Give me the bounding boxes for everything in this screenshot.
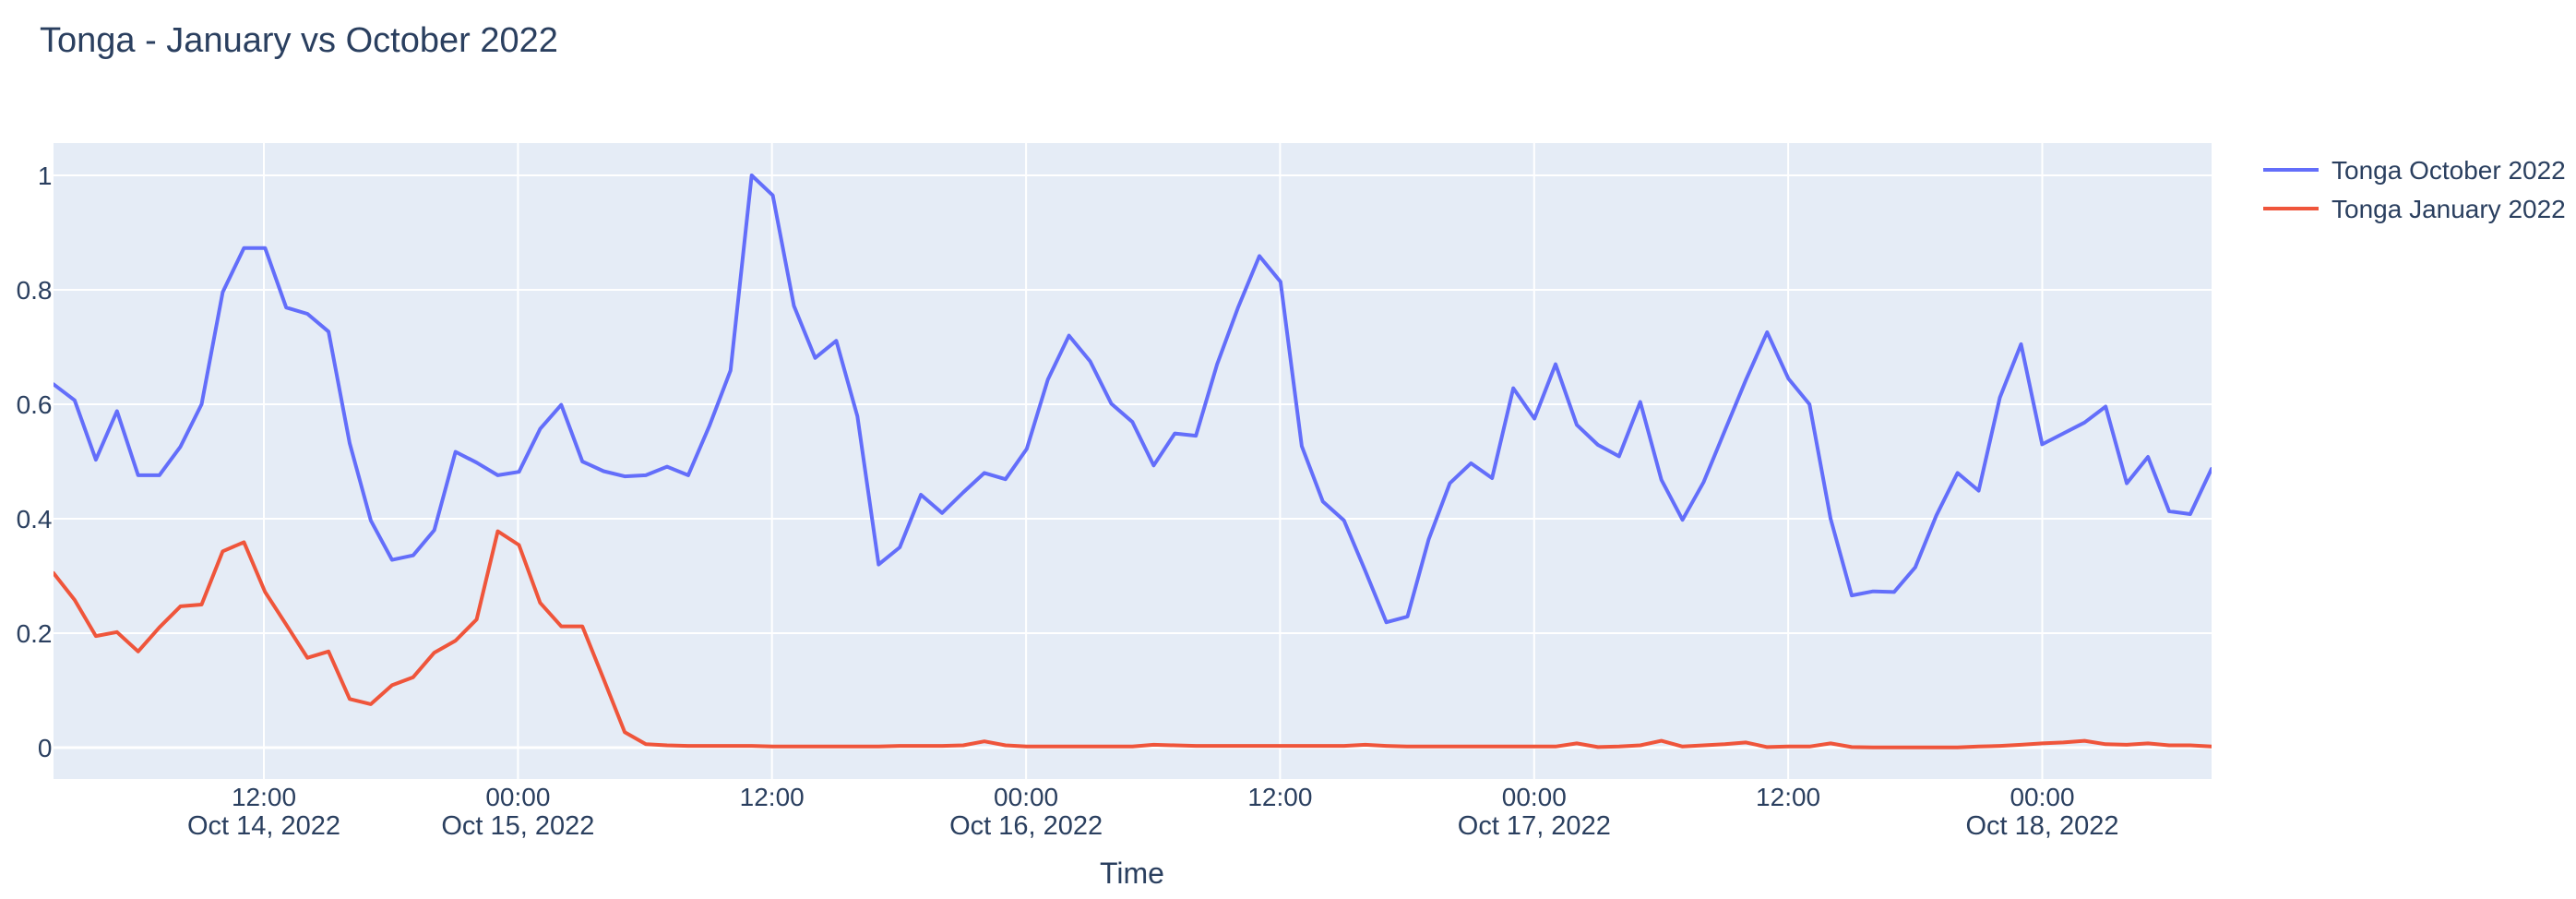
svg-text:00:00: 00:00	[485, 783, 550, 811]
svg-text:Oct 14, 2022: Oct 14, 2022	[187, 811, 340, 841]
svg-text:Tonga - January vs October 202: Tonga - January vs October 2022	[40, 21, 558, 60]
svg-text:12:00: 12:00	[1247, 783, 1312, 811]
svg-text:0: 0	[38, 734, 53, 762]
svg-text:Tonga October 2022: Tonga October 2022	[2332, 156, 2566, 185]
svg-text:1: 1	[38, 162, 53, 190]
svg-text:Oct 17, 2022: Oct 17, 2022	[1458, 811, 1611, 841]
svg-text:12:00: 12:00	[740, 783, 805, 811]
svg-text:00:00: 00:00	[994, 783, 1058, 811]
svg-text:0.4: 0.4	[17, 505, 53, 533]
svg-text:0.2: 0.2	[17, 619, 53, 648]
svg-text:12:00: 12:00	[1756, 783, 1820, 811]
svg-text:Tonga January 2022: Tonga January 2022	[2332, 195, 2566, 223]
svg-text:00:00: 00:00	[2010, 783, 2074, 811]
svg-text:00:00: 00:00	[1502, 783, 1567, 811]
svg-text:Oct 15, 2022: Oct 15, 2022	[441, 811, 594, 841]
svg-text:12:00: 12:00	[232, 783, 296, 811]
svg-text:0.6: 0.6	[17, 390, 53, 419]
svg-text:Oct 16, 2022: Oct 16, 2022	[949, 811, 1103, 841]
svg-text:0.8: 0.8	[17, 276, 53, 305]
svg-text:Oct 18, 2022: Oct 18, 2022	[1965, 811, 2118, 841]
svg-text:Time: Time	[1100, 857, 1164, 890]
